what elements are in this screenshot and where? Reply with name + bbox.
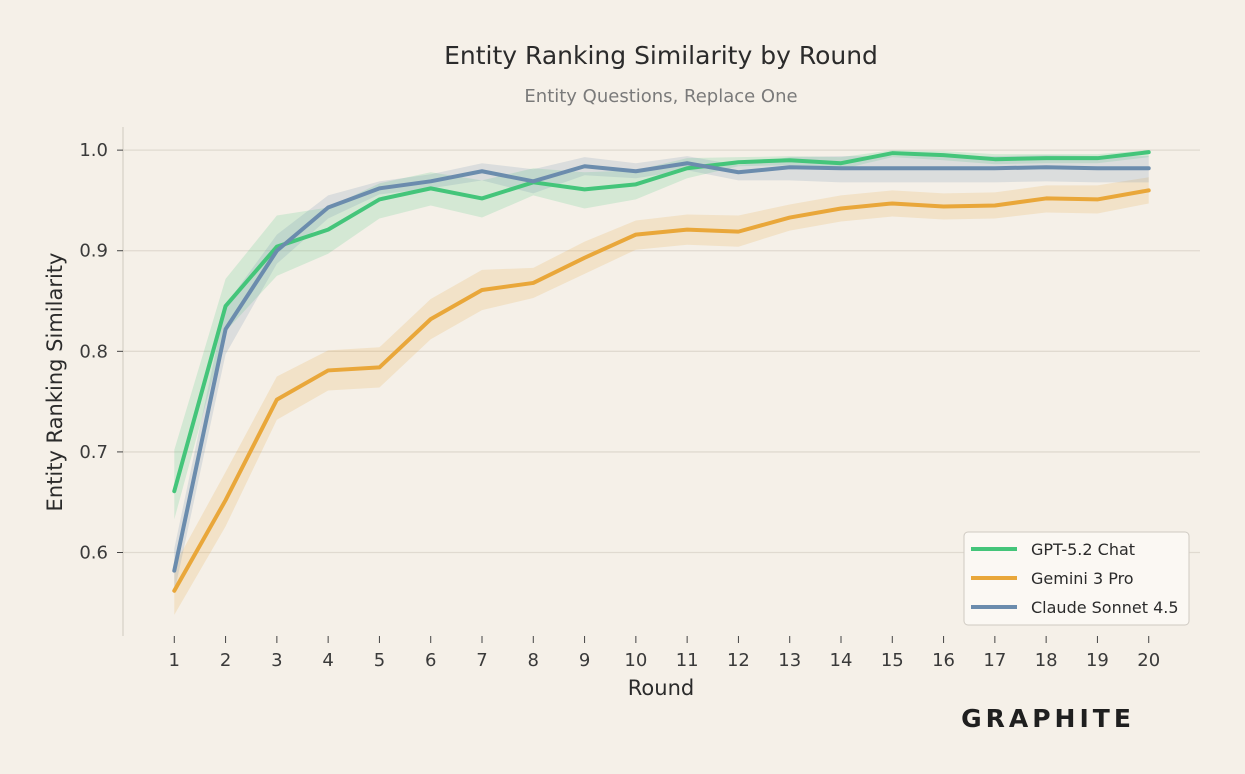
legend-label: Claude Sonnet 4.5 <box>1031 598 1179 617</box>
x-tick-label: 14 <box>830 650 853 671</box>
chart-subtitle: Entity Questions, Replace One <box>524 86 797 107</box>
y-tick-label: 0.9 <box>79 241 108 262</box>
graphite-logo: GRAPHITE <box>961 704 1135 733</box>
x-tick-label: 10 <box>624 650 647 671</box>
x-tick-label: 19 <box>1086 650 1109 671</box>
legend-label: GPT-5.2 Chat <box>1031 540 1135 559</box>
legend-label: Gemini 3 Pro <box>1031 569 1134 588</box>
x-tick-label: 13 <box>778 650 801 671</box>
x-tick-label: 6 <box>425 650 436 671</box>
x-tick-label: 20 <box>1137 650 1160 671</box>
x-tick-label: 4 <box>322 650 333 671</box>
x-tick-label: 8 <box>528 650 539 671</box>
y-tick-label: 0.7 <box>79 442 108 463</box>
x-tick-label: 15 <box>881 650 904 671</box>
x-tick-label: 1 <box>169 650 180 671</box>
x-tick-label: 2 <box>220 650 231 671</box>
x-tick-label: 17 <box>983 650 1006 671</box>
series-line <box>172 161 1151 573</box>
series-line <box>172 188 1151 593</box>
x-tick-label: 12 <box>727 650 750 671</box>
y-tick-label: 0.6 <box>79 543 108 564</box>
x-axis-ticks: 1 2 3 4 5 6 7 8 9 10 11 12 13 14 15 16 17 18 19 20 <box>169 636 1160 671</box>
x-tick-label: 7 <box>476 650 487 671</box>
y-axis-ticks: 0.6 0.7 0.8 0.9 1.0 <box>79 140 123 564</box>
x-tick-label: 18 <box>1035 650 1058 671</box>
x-tick-label: 3 <box>271 650 282 671</box>
legend-box <box>963 531 1190 626</box>
x-tick-label: 11 <box>676 650 699 671</box>
legend: GPT-5.2 Chat Gemini 3 Pro Claude Sonnet 4.… <box>963 531 1190 626</box>
y-tick-label: 0.8 <box>79 341 108 362</box>
x-tick-label: 9 <box>579 650 590 671</box>
y-tick-label: 1.0 <box>79 140 108 161</box>
chart-title: Entity Ranking Similarity by Round <box>444 41 878 70</box>
series-line <box>172 150 1151 494</box>
x-tick-label: 16 <box>932 650 955 671</box>
y-axis-label: Entity Ranking Similarity <box>43 253 67 512</box>
series-lines <box>172 150 1151 593</box>
x-axis-label: Round <box>628 676 694 700</box>
x-tick-label: 5 <box>374 650 385 671</box>
